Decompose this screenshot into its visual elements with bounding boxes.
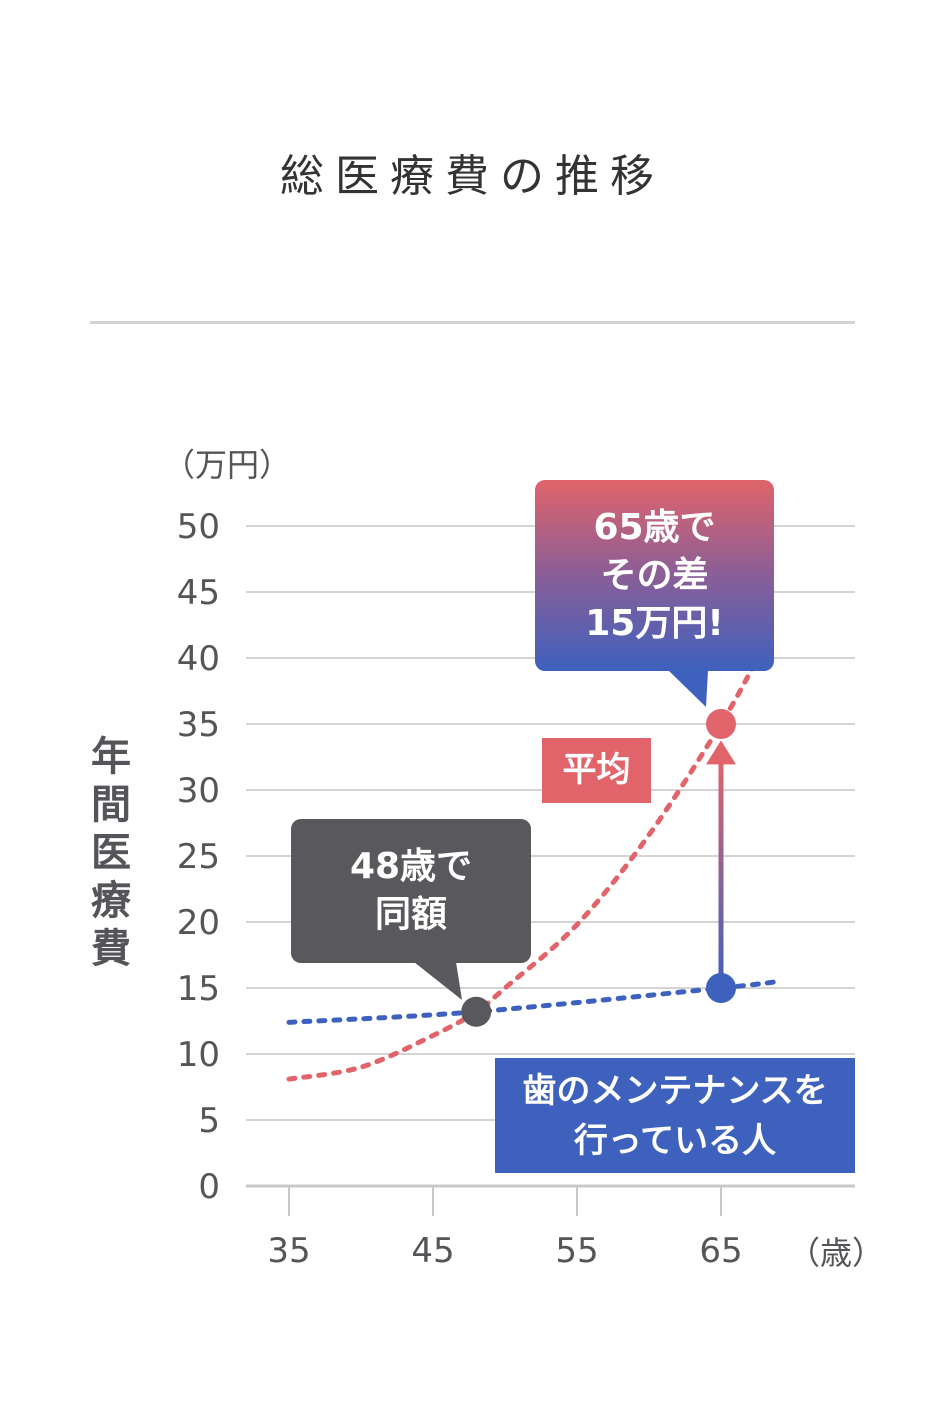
y-tick-label: 50 bbox=[177, 507, 220, 547]
title-divider bbox=[90, 321, 855, 324]
page-title: 総医療費の推移 bbox=[280, 151, 665, 202]
average-series-label: 平均 bbox=[542, 738, 651, 803]
x-tick-label: 55 bbox=[555, 1231, 598, 1271]
same-amount-callout-line: 同額 bbox=[374, 894, 447, 935]
y-tick-label: 30 bbox=[177, 771, 220, 811]
y-tick-label: 25 bbox=[177, 837, 220, 877]
difference-arrow-shaft bbox=[718, 758, 724, 988]
y-axis-label-char: 療 bbox=[91, 878, 131, 924]
difference-arrow-head bbox=[706, 740, 736, 765]
x-tick-label: 35 bbox=[267, 1231, 310, 1271]
x-tick-label: 65 bbox=[699, 1231, 742, 1271]
crossover-point bbox=[461, 996, 492, 1027]
y-axis-label: 年 間 医 療 費 bbox=[88, 733, 134, 973]
same-amount-callout-line: 48歳で bbox=[349, 846, 473, 887]
maintenance-label-line: 行っている人 bbox=[573, 1121, 777, 1161]
maintenance-series-line bbox=[286, 978, 782, 1025]
y-axis-label-char: 医 bbox=[91, 830, 131, 876]
y-tick-label: 45 bbox=[177, 573, 220, 613]
x-tick-label: 45 bbox=[411, 1231, 454, 1271]
y-axis-label-char: 間 bbox=[91, 782, 131, 828]
difference-callout-line: 15万円! bbox=[585, 603, 724, 644]
difference-callout-line: 65歳で bbox=[593, 507, 716, 548]
y-axis-label-char: 年 bbox=[91, 734, 131, 780]
difference-callout-line: その差 bbox=[600, 555, 709, 596]
maintenance-series-label: 歯のメンテナンスを 行っている人 bbox=[495, 1058, 855, 1173]
x-axis-unit: （歳） bbox=[788, 1234, 885, 1272]
average-65-point bbox=[706, 709, 736, 739]
maintenance-65-point bbox=[706, 973, 736, 1003]
difference-callout-tail bbox=[668, 670, 708, 707]
y-tick-label: 40 bbox=[177, 639, 220, 679]
average-series-line bbox=[286, 656, 760, 1082]
same-amount-callout-tail bbox=[414, 962, 462, 1000]
y-tick-label: 35 bbox=[177, 705, 220, 745]
y-tick-label: 0 bbox=[198, 1167, 220, 1207]
y-tick-label: 20 bbox=[177, 903, 220, 943]
y-axis-unit: （万円） bbox=[163, 446, 292, 484]
y-tick-label: 5 bbox=[198, 1101, 220, 1141]
y-tick-label: 15 bbox=[177, 969, 220, 1009]
y-axis-label-char: 費 bbox=[91, 926, 131, 972]
difference-callout: 65歳で その差 15万円! bbox=[535, 480, 774, 671]
maintenance-label-line: 歯のメンテナンスを bbox=[522, 1071, 828, 1111]
same-amount-callout: 48歳で 同額 bbox=[291, 819, 531, 963]
y-tick-label: 10 bbox=[177, 1035, 220, 1075]
